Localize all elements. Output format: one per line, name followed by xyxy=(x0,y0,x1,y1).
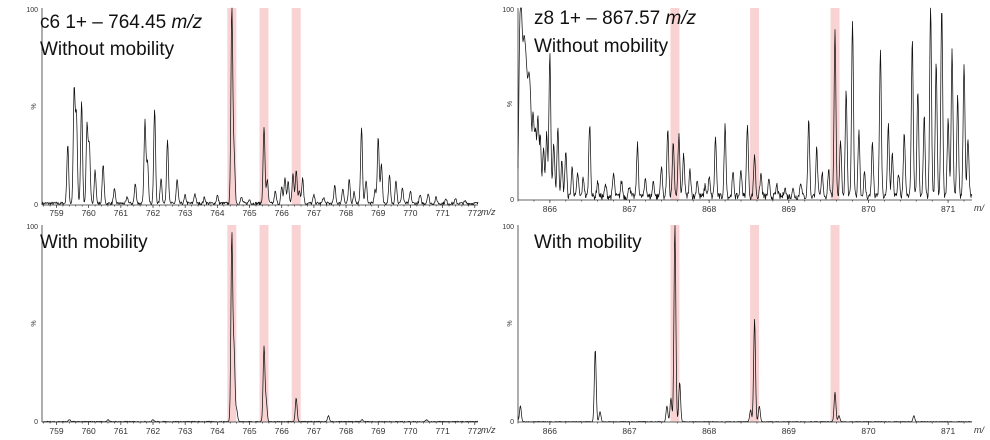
x-tick-label: 767 xyxy=(307,208,321,218)
highlight-band-3 xyxy=(291,8,301,205)
x-tick-label: 764 xyxy=(210,426,224,436)
axes: 759 760 761 762 763 764 765 766 767 768 769 770 771 7… xyxy=(41,225,482,436)
x-tick-label: 765 xyxy=(242,426,256,436)
x-tick-label: 769 xyxy=(371,208,385,218)
x-tick-label: 871 xyxy=(941,204,955,214)
x-tick-label: 760 xyxy=(82,426,96,436)
x-tick-label: 871 xyxy=(941,426,955,436)
x-tick-label: 771 xyxy=(436,426,450,436)
highlight-band-3 xyxy=(830,225,840,422)
x-tick-label: 762 xyxy=(146,208,160,218)
x-tick-label: 764 xyxy=(210,208,224,218)
highlight-band-1 xyxy=(670,8,680,200)
x-tick-label: 768 xyxy=(339,426,353,436)
y-tick-label-bottom: 0 xyxy=(34,419,38,426)
x-tick-label: 765 xyxy=(242,208,256,218)
x-tick-label: 870 xyxy=(861,426,875,436)
x-axis-unit-label: m/z xyxy=(481,425,496,435)
spectrum-panel-c6-without-mobility: 759 760 761 762 763 764 765 766 767 768 769 770 771 7… xyxy=(26,7,496,218)
x-tick-label: 763 xyxy=(178,208,192,218)
x-tick-label: 868 xyxy=(702,204,716,214)
panel-title-text: z8 1+ – 867.57 xyxy=(534,8,666,29)
axes: 866 867 868 869 870 871 xyxy=(517,8,972,214)
x-tick-label: 772 xyxy=(468,208,482,218)
highlight-band-1 xyxy=(227,8,237,205)
x-tick-label: 868 xyxy=(702,426,716,436)
x-tick-label: 761 xyxy=(114,208,128,218)
labels: 100 0% m/z8 1+ – 867.57 m/z Without mobilit… xyxy=(502,7,985,213)
y-axis-label: % xyxy=(507,320,514,326)
x-tick-label: 766 xyxy=(275,426,289,436)
x-tick-label: 771 xyxy=(436,208,450,218)
spectrum-trace xyxy=(517,225,973,423)
x-tick-label: 869 xyxy=(782,204,796,214)
y-tick-label-top: 100 xyxy=(502,7,514,14)
highlight-band-2 xyxy=(750,8,760,200)
x-tick-label: 770 xyxy=(403,426,417,436)
panel-subtitle: With mobility xyxy=(534,232,642,253)
y-tick-label-top: 100 xyxy=(26,7,38,14)
spectrum-panel-z8-with-mobility: 866 867 868 869 870 871 100 0% m/With mobility xyxy=(502,224,985,436)
x-tick-label: 867 xyxy=(622,204,636,214)
x-tick-label: 766 xyxy=(275,208,289,218)
highlight-band-3 xyxy=(830,8,840,200)
y-tick-label-top: 100 xyxy=(26,224,38,231)
axes: 759 760 761 762 763 764 765 766 767 768 769 770 771 7… xyxy=(41,8,482,218)
spectrum-panel-z8-without-mobility: 866 867 868 869 870 871 100 0% m/z8 1+ – 867.57… xyxy=(502,7,985,214)
x-tick-label: 762 xyxy=(146,426,160,436)
x-tick-label: 770 xyxy=(403,208,417,218)
y-tick-label-bottom: 0 xyxy=(34,202,38,209)
panel-title-text: c6 1+ – 764.45 xyxy=(40,12,172,33)
y-axis-label: % xyxy=(31,320,38,326)
highlight-band-1 xyxy=(227,225,237,422)
panel-subtitle: Without mobility xyxy=(40,39,175,60)
x-tick-label: 866 xyxy=(543,204,557,214)
x-tick-label: 759 xyxy=(49,426,63,436)
spectrum-trace xyxy=(517,7,973,201)
x-tick-label: 866 xyxy=(543,426,557,436)
x-tick-label: 767 xyxy=(307,426,321,436)
axes: 866 867 868 869 870 871 xyxy=(517,225,972,436)
panel-subtitle: Without mobility xyxy=(534,36,669,57)
x-tick-label: 761 xyxy=(114,426,128,436)
x-tick-label: 867 xyxy=(622,426,636,436)
highlight-band-3 xyxy=(291,225,301,422)
x-tick-label: 759 xyxy=(49,208,63,218)
labels: 100 0% m/With mobility xyxy=(502,224,985,435)
highlight-bands xyxy=(227,8,301,205)
x-tick-label: 768 xyxy=(339,208,353,218)
y-tick-label-bottom: 0 xyxy=(510,197,514,204)
x-axis-unit-label: m/ xyxy=(974,203,985,213)
panel-title-unit: m/z xyxy=(666,8,697,29)
x-axis-unit-label: m/ xyxy=(974,425,985,435)
y-axis-label: % xyxy=(31,103,38,109)
x-tick-label: 763 xyxy=(178,426,192,436)
x-axis-unit-label: m/z xyxy=(481,207,496,217)
x-tick-label: 870 xyxy=(861,204,875,214)
y-tick-label-top: 100 xyxy=(502,224,514,231)
spectrum-panel-c6-with-mobility: 759 760 761 762 763 764 765 766 767 768 769 770 771 7… xyxy=(26,224,496,436)
panel-subtitle: With mobility xyxy=(40,232,148,253)
x-tick-label: 760 xyxy=(82,208,96,218)
panel-title: z8 1+ – 867.57 m/z xyxy=(534,8,697,29)
spectrum-trace xyxy=(41,7,479,206)
y-tick-label-bottom: 0 xyxy=(510,419,514,426)
y-axis-label: % xyxy=(507,101,514,107)
highlight-bands xyxy=(227,225,301,422)
panel-title: c6 1+ – 764.45 m/z xyxy=(40,12,203,33)
highlight-band-1 xyxy=(670,225,680,422)
x-tick-label: 772 xyxy=(468,426,482,436)
labels: 100 0% m/z With mobility xyxy=(26,224,496,435)
x-tick-label: 869 xyxy=(782,426,796,436)
highlight-band-2 xyxy=(259,8,269,205)
highlight-bands xyxy=(670,8,840,200)
highlight-band-2 xyxy=(259,225,269,422)
x-tick-label: 769 xyxy=(371,426,385,436)
panel-title-unit: m/z xyxy=(172,12,203,33)
